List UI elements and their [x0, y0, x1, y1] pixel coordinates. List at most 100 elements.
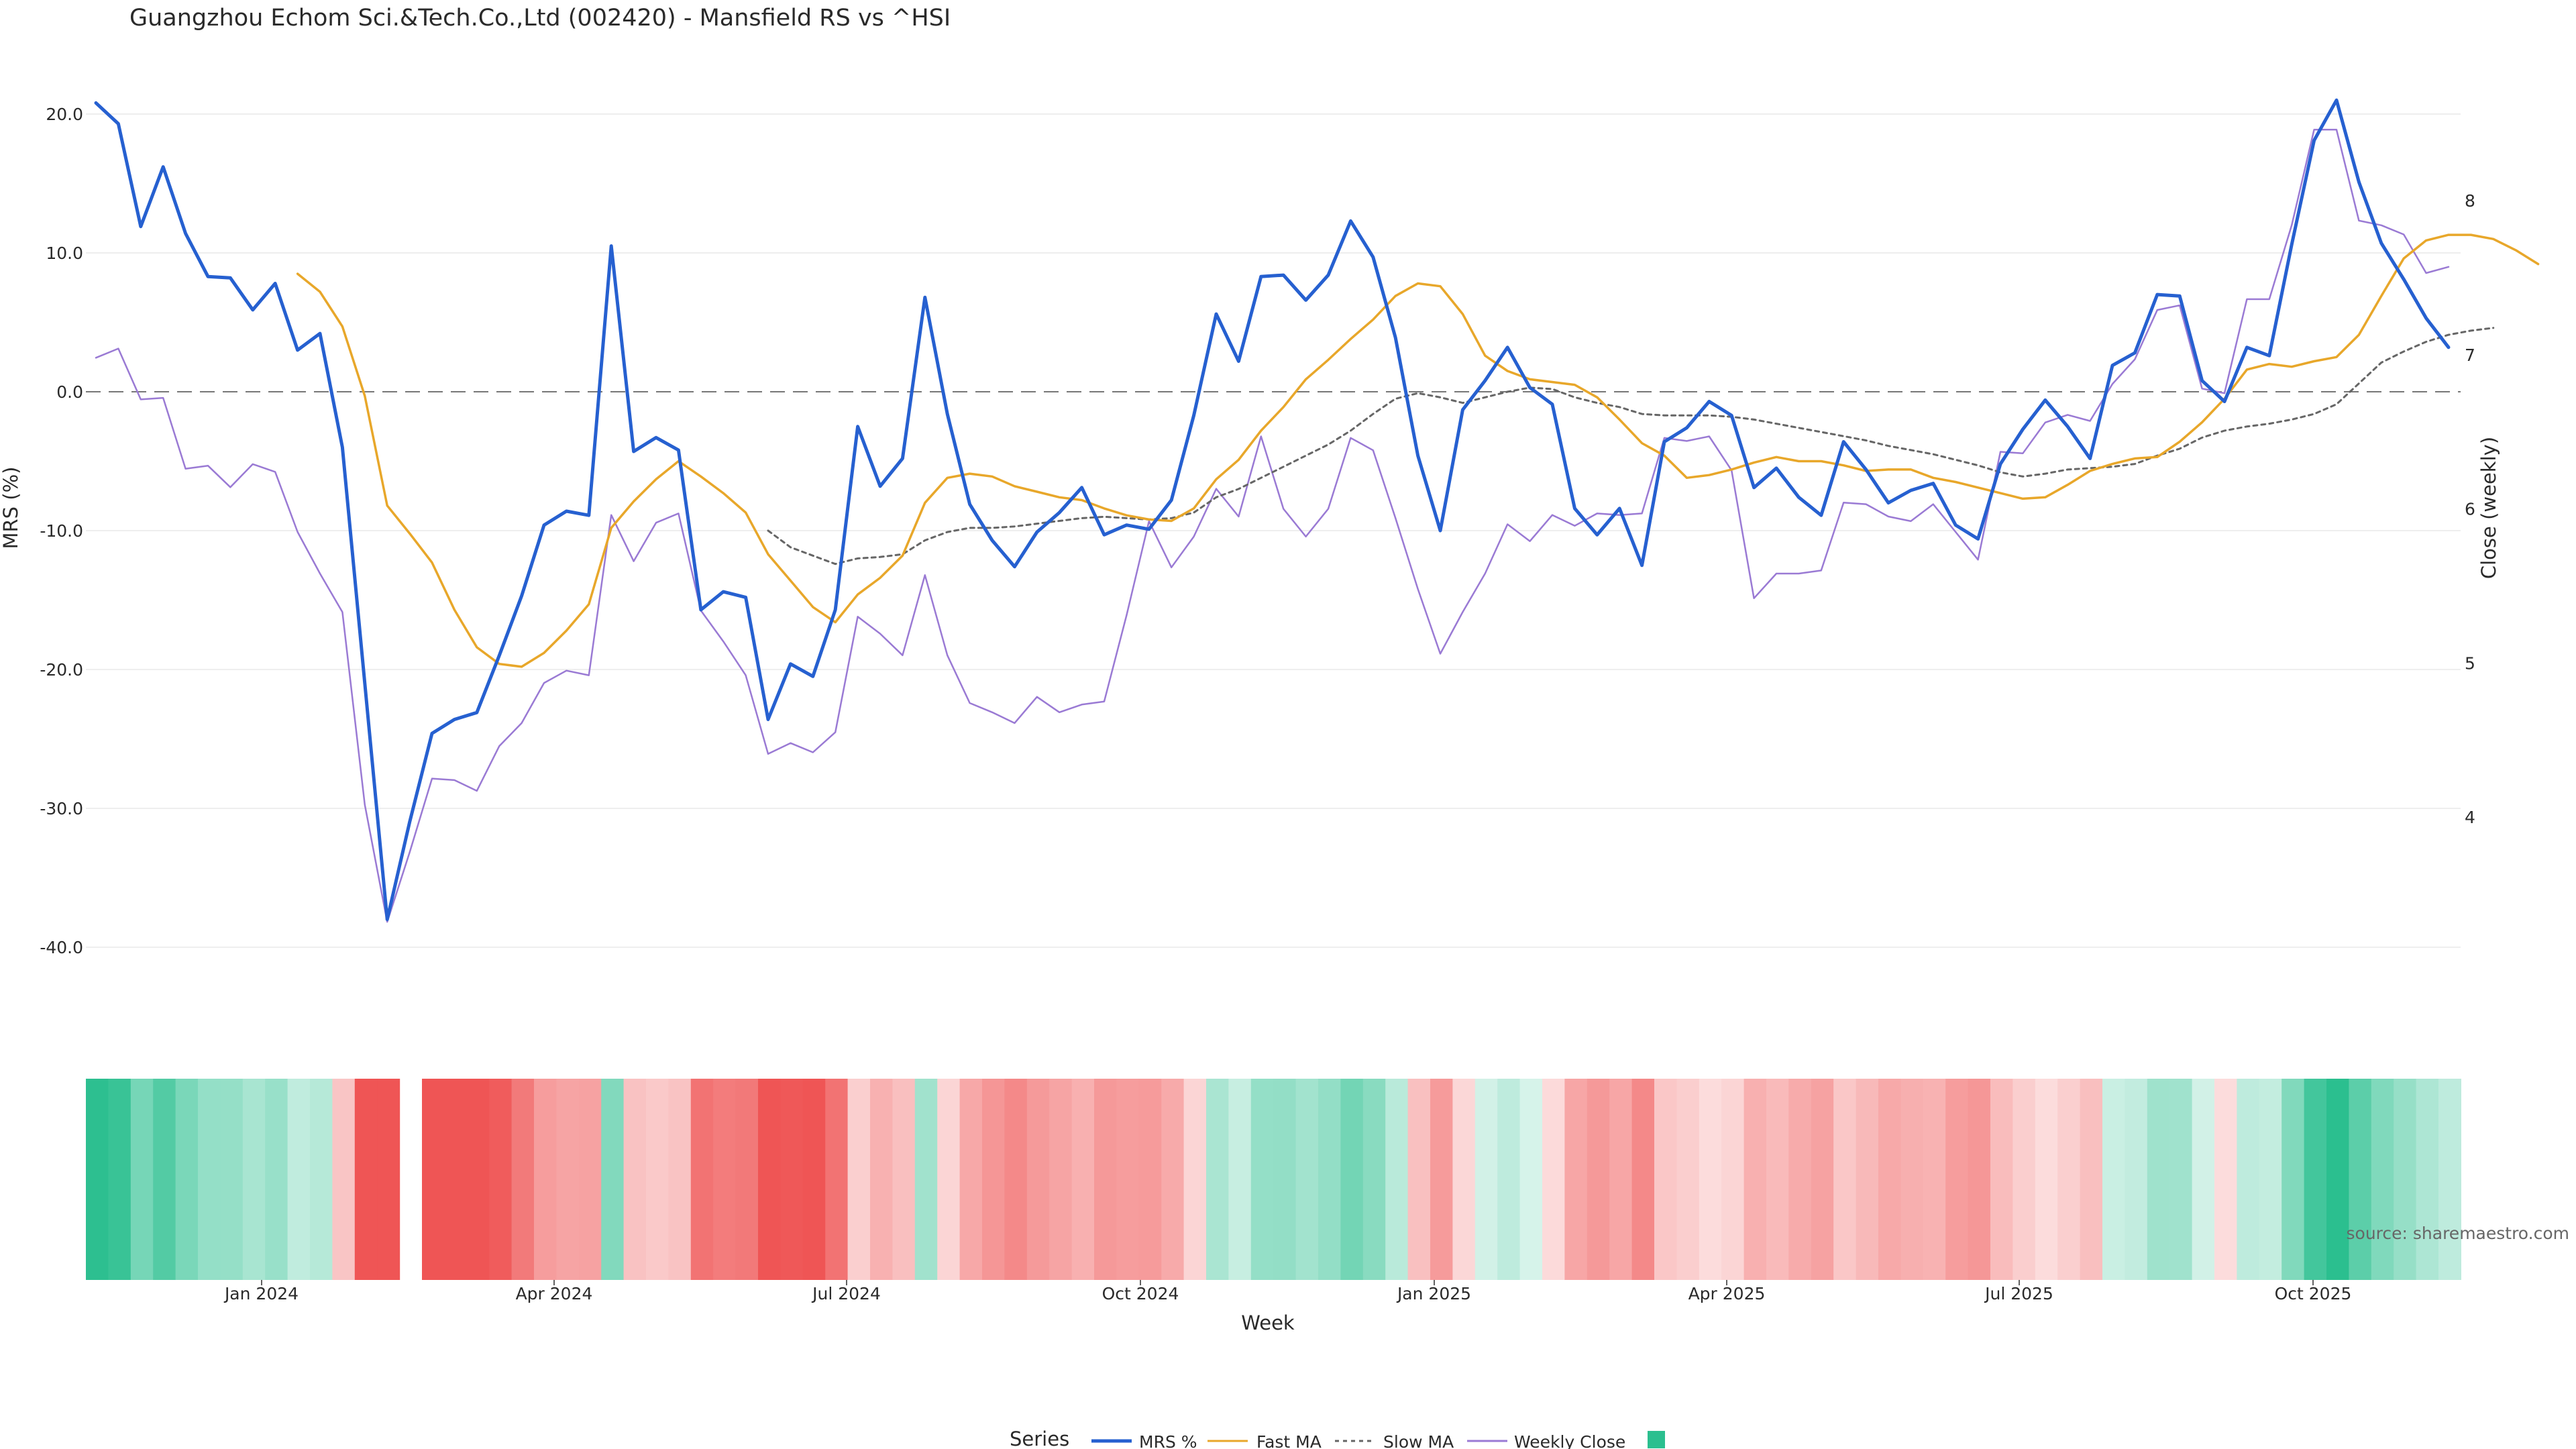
heatmap-cell [1676, 1079, 1700, 1280]
x-tick-label: Jul 2025 [1984, 1284, 2053, 1303]
heatmap-cell [466, 1079, 490, 1280]
x-axis-title: Week [1241, 1311, 1295, 1334]
legend-label: MRS % [1139, 1432, 1197, 1449]
heatmap-cell [646, 1079, 669, 1280]
heatmap-cell [2080, 1079, 2103, 1280]
heatmap-cell [1116, 1079, 1140, 1280]
heatmap-cell [1721, 1079, 1745, 1280]
heatmap-cell [959, 1079, 983, 1280]
heatmap-cell [511, 1079, 535, 1280]
heatmap-cell [1340, 1079, 1364, 1280]
heatmap-cell [2012, 1079, 2036, 1280]
heatmap-cell [578, 1079, 602, 1280]
heatmap-cell [2169, 1079, 2193, 1280]
heatmap-cell [2147, 1079, 2170, 1280]
heatmap-cell [1474, 1079, 1498, 1280]
heatmap-cell [2125, 1079, 2148, 1280]
heatmap-cell [1519, 1079, 1543, 1280]
y-tick-label: 10.0 [46, 244, 83, 263]
heatmap-cell [1295, 1079, 1319, 1280]
heatmap-cell [1900, 1079, 1924, 1280]
heatmap-cell [1094, 1079, 1117, 1280]
series-layer [94, 98, 2540, 923]
x-tick-label: Oct 2025 [2275, 1284, 2352, 1303]
heatmap-cell [1990, 1079, 2013, 1280]
heatmap-cell [534, 1079, 557, 1280]
y2-tick-label: 4 [2465, 808, 2475, 827]
heatmap-cell [1206, 1079, 1229, 1280]
heatmap-cell [601, 1079, 625, 1280]
heatmap-cell [1497, 1079, 1521, 1280]
heatmap-cell [130, 1079, 154, 1280]
heatmap-cell [2192, 1079, 2215, 1280]
heatmap-cell [847, 1079, 871, 1280]
x-axis: Jan 2024 Apr 2024 Jul 2024 Oct 2024 Jan 2025… [223, 1280, 2351, 1303]
heatmap-cell [1004, 1079, 1028, 1280]
heatmap-cell [1631, 1079, 1655, 1280]
heatmap-cell [1856, 1079, 1879, 1280]
legend-heatmap-swatch [1648, 1431, 1665, 1448]
heatmap-cell [556, 1079, 580, 1280]
heatmap-cell [758, 1079, 781, 1280]
y-tick-label: 0.0 [56, 382, 83, 402]
heatmap-strip [86, 1079, 2461, 1280]
heatmap-cell [2371, 1079, 2394, 1280]
gridlines [86, 113, 2461, 948]
legend-title: Series [1010, 1428, 1069, 1449]
heatmap-cell [870, 1079, 893, 1280]
y-axis-right: 8 7 6 5 4 [2465, 191, 2475, 827]
heatmap-cell [1968, 1079, 1991, 1280]
y-tick-label: -40.0 [40, 938, 83, 957]
heatmap-cell [623, 1079, 647, 1280]
heatmap-cell [1362, 1079, 1386, 1280]
heatmap-cell [1318, 1079, 1341, 1280]
heatmap-cell [2304, 1079, 2327, 1280]
heatmap-cell [1564, 1079, 1588, 1280]
heatmap-cell [242, 1079, 266, 1280]
heatmap-cell [1878, 1079, 1901, 1280]
heatmap-cell [1945, 1079, 1969, 1280]
heatmap-cell [354, 1079, 378, 1280]
heatmap-cell [1587, 1079, 1610, 1280]
y-tick-label: -10.0 [40, 521, 83, 541]
heatmap-cell [310, 1079, 333, 1280]
heatmap-cell [802, 1079, 826, 1280]
heatmap-cell [1273, 1079, 1297, 1280]
heatmap-cell [937, 1079, 961, 1280]
heatmap-cell [1542, 1079, 1565, 1280]
heatmap-cell [2035, 1079, 2058, 1280]
heatmap-cell [1071, 1079, 1095, 1280]
heatmap-cell [2438, 1079, 2461, 1280]
heatmap-cell [175, 1079, 199, 1280]
x-tick-label: Jul 2024 [811, 1284, 881, 1303]
heatmap-cell [332, 1079, 356, 1280]
chart-title: Guangzhou Echom Sci.&Tech.Co.,Ltd (00242… [129, 5, 951, 32]
x-tick-label: Oct 2024 [1102, 1284, 1179, 1303]
heatmap-cell [444, 1079, 468, 1280]
heatmap-cell [1250, 1079, 1274, 1280]
heatmap-cell [690, 1079, 714, 1280]
heatmap-cell [892, 1079, 916, 1280]
heatmap-cell [1788, 1079, 1812, 1280]
y-axis-title: MRS (%) [0, 467, 22, 549]
y2-tick-label: 8 [2465, 191, 2475, 211]
y-tick-label: 20.0 [46, 105, 83, 124]
heatmap-cell [1766, 1079, 1789, 1280]
heatmap-cell [86, 1079, 109, 1280]
heatmap-cell [1609, 1079, 1633, 1280]
heatmap-cell [1654, 1079, 1677, 1280]
heatmap-cell [489, 1079, 513, 1280]
y2-tick-label: 7 [2465, 345, 2475, 365]
x-tick-label: Jan 2024 [223, 1284, 299, 1303]
heatmap-cell [377, 1079, 400, 1280]
heatmap-cell [914, 1079, 938, 1280]
heatmap-cell [1923, 1079, 1946, 1280]
heatmap-cell [1452, 1079, 1476, 1280]
heatmap-cell [1430, 1079, 1453, 1280]
heatmap-cell [265, 1079, 288, 1280]
x-tick-label: Apr 2025 [1688, 1284, 1766, 1303]
heatmap-cell [735, 1079, 759, 1280]
heatmap-cell [1138, 1079, 1162, 1280]
heatmap-cell [1161, 1079, 1185, 1280]
